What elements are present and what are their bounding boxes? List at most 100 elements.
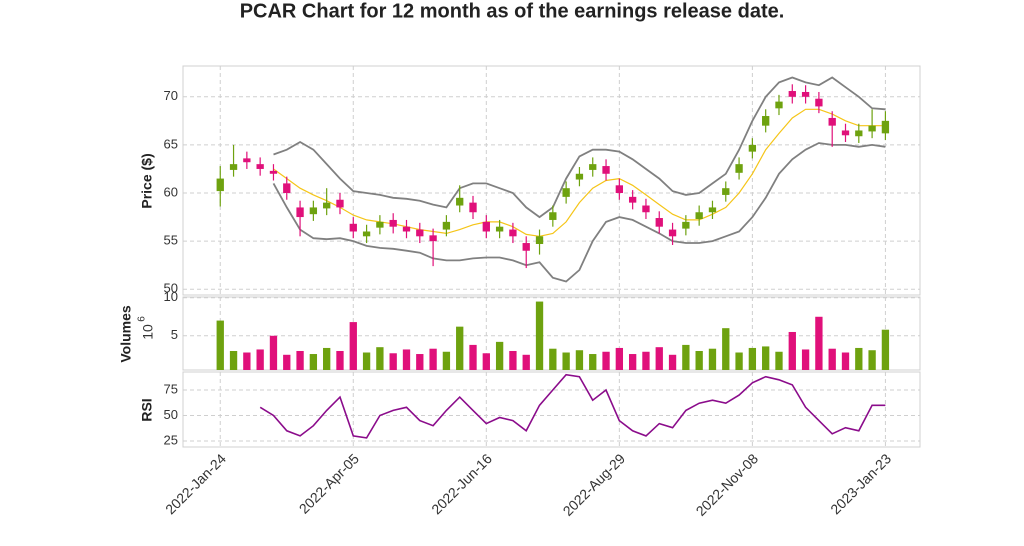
x-tick-label: 2022-Nov-08 [693, 450, 762, 519]
candle-body [575, 173, 584, 180]
candle-body [376, 221, 384, 228]
volume-bar [256, 349, 264, 370]
candle-body [708, 207, 717, 213]
candle-body [402, 226, 411, 232]
candle-body [362, 231, 371, 237]
rsi-line [259, 373, 886, 439]
volume-bar [336, 350, 344, 370]
volume-bar [562, 352, 570, 370]
volume-bar [243, 352, 251, 370]
volume-bar [509, 350, 517, 370]
volume-bar [801, 349, 810, 370]
bollinger-lower [272, 142, 886, 283]
candle-body [535, 236, 544, 245]
panel-frame [182, 65, 921, 296]
volume-bar [535, 301, 544, 370]
panel-frame [182, 371, 921, 448]
candle-body [628, 196, 637, 203]
volume-bar [376, 347, 384, 370]
candle-body [429, 235, 437, 242]
volume-bar [416, 354, 424, 370]
volume-bar [442, 351, 451, 370]
candle-body [815, 98, 823, 107]
candle-body [243, 158, 251, 163]
moving-average [273, 108, 886, 237]
volume-bar [216, 320, 224, 370]
volume-scale-exponent: 6 [137, 316, 148, 322]
x-tick-label: 2023-Jan-23 [827, 450, 894, 517]
candle-body [855, 130, 863, 137]
volume-bar [708, 348, 717, 370]
volume-bar [841, 352, 850, 370]
candle-body [389, 219, 397, 227]
candle-body [482, 221, 490, 232]
candle-body [801, 91, 810, 97]
candle-body [828, 117, 836, 126]
y-tick-label: 65 [164, 136, 178, 151]
rsi-axis-label: RSI [139, 398, 155, 421]
volume-bar [668, 354, 677, 370]
volume-bar [868, 350, 876, 370]
y-tick-label: 10 [164, 289, 178, 304]
candle-body [841, 130, 850, 136]
volume-bar [469, 344, 477, 370]
y-tick-label: 50 [164, 407, 178, 422]
volume-bar [642, 351, 650, 370]
volume-bar [323, 347, 331, 370]
candle-body [615, 185, 624, 194]
y-tick-label: 50 [164, 281, 178, 296]
volume-bar [389, 353, 397, 370]
candle-body [296, 207, 304, 218]
volume-bar [349, 322, 357, 370]
y-tick-label: 70 [164, 88, 178, 103]
candle-body [456, 197, 464, 206]
volume-bar [722, 328, 730, 370]
candle-body [442, 221, 451, 230]
volume-bar [881, 329, 890, 370]
price-axis-label: Price ($) [139, 153, 155, 208]
volume-bar [615, 347, 624, 370]
y-tick-label: 60 [164, 184, 178, 199]
volume-bar [269, 335, 278, 370]
volume-bar [602, 351, 610, 370]
volume-bar [309, 354, 318, 370]
candle-body [881, 120, 890, 134]
x-tick-label: 2022-Jan-24 [162, 450, 229, 517]
chart-title: PCAR Chart for 12 month as of the earnin… [240, 0, 785, 22]
candle-body [509, 229, 517, 237]
candle-body [668, 229, 677, 237]
candle-body [762, 116, 770, 126]
y-tick-label: 75 [164, 381, 178, 396]
bollinger-upper [273, 76, 886, 219]
candle-body [682, 221, 690, 229]
candle-body [416, 229, 424, 237]
volume-bar [815, 316, 823, 370]
candle-body [309, 207, 318, 215]
candle-body [868, 125, 876, 132]
candle-body [602, 166, 610, 174]
y-tick-label: 5 [171, 327, 178, 342]
volume-bar [495, 341, 504, 370]
volume-bar [296, 350, 304, 370]
volume-bar [362, 352, 371, 370]
candle-body [695, 212, 703, 219]
volume-bar [788, 331, 796, 370]
candle-body [269, 170, 278, 174]
candle-body [349, 223, 357, 232]
candle-body [788, 91, 796, 97]
x-tick-label: 2022-Aug-29 [560, 450, 629, 519]
candle-body [216, 178, 224, 192]
y-tick-label: 25 [164, 432, 178, 447]
volume-bar [775, 351, 783, 370]
volume-bar [482, 353, 490, 370]
candle-body [469, 202, 477, 213]
volume-scale-base: 10 [140, 324, 156, 340]
candle-body [256, 164, 264, 169]
volume-bar [229, 350, 238, 370]
volume-axis-label: Volumes [118, 305, 134, 363]
volume-bar [429, 348, 437, 370]
candle-body [562, 188, 570, 197]
y-tick-label: 55 [164, 233, 178, 248]
candle-body [522, 243, 530, 251]
volume-bar [575, 350, 584, 370]
